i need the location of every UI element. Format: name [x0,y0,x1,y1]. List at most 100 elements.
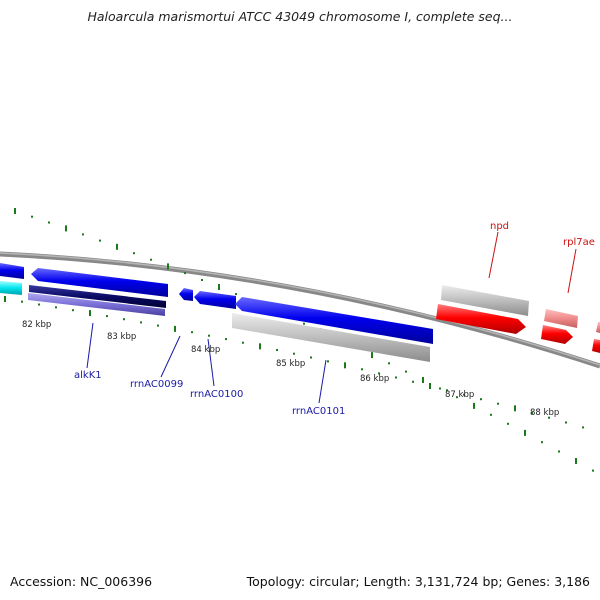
inner-tick-track [4,296,584,429]
minor-tick [456,396,458,399]
feature-cyan[interactable] [0,281,22,295]
feature-pink-rpl7ae[interactable] [544,309,578,328]
tick-label: 83 kbp [107,332,136,342]
minor-tick [191,331,193,334]
minor-tick [201,279,203,281]
genome-info-text: Topology: circular; Length: 3,131,724 bp… [246,574,590,589]
minor-tick [531,412,533,414]
minor-tick [310,356,312,359]
minor-tick [558,450,560,453]
minor-tick [463,393,465,396]
leader-rrnAC0101 [318,359,327,404]
major-tick [371,352,373,359]
minor-tick [82,233,84,236]
gene-arrow-rrnAC0100[interactable] [194,291,236,309]
leader-alkK1 [86,322,94,369]
minor-tick [21,300,23,303]
minor-tick [592,469,594,472]
feature-gray-1[interactable] [232,313,430,362]
minor-tick [446,389,448,392]
gene-label-npd[interactable]: npd [490,221,509,232]
minor-tick [140,321,142,324]
minor-tick [38,303,40,306]
minor-tick [150,258,152,261]
major-tick [422,377,424,383]
minor-tick [72,309,74,312]
minor-tick [106,315,108,318]
minor-tick [497,402,499,405]
major-tick [575,458,577,464]
major-tick [473,402,475,409]
tick-label: 88 kbp [530,408,559,418]
minor-tick [412,380,414,383]
minor-tick [123,318,125,321]
minor-tick [378,372,380,375]
major-tick [259,343,261,350]
major-tick [174,325,176,332]
minor-tick [293,352,295,355]
feature-gray-npd[interactable] [441,285,529,316]
gene-label-rrnAC0100[interactable]: rrnAC0100 [190,389,243,400]
minor-tick [541,441,543,444]
major-tick [524,429,526,436]
minor-tick [157,324,159,327]
tick-label: 85 kbp [276,359,305,369]
gene-label-rpl7ae[interactable]: rpl7ae [563,237,595,248]
minor-tick [55,306,57,309]
map-title: Haloarcula marismortui ATCC 43049 chromo… [87,9,513,24]
gene-arrow-rrnAC0101[interactable] [235,297,433,344]
tick-label: 87 kbp [445,390,474,400]
gene-arrow-rrnAC0099[interactable] [179,288,193,301]
major-tick [4,296,6,302]
minor-tick [184,272,186,275]
accession-text: Accession: NC_006396 [10,574,153,589]
minor-tick [31,215,33,218]
major-tick [14,208,16,214]
genome-backbone-highlight [0,252,600,366]
minor-tick [405,370,407,373]
leader-rpl7ae [567,248,577,294]
tick-label: 86 kbp [360,374,389,384]
feature-lavender[interactable] [28,293,165,316]
leader-rrnAC0099 [160,335,181,378]
minor-tick [133,252,135,255]
feature-navy[interactable] [29,285,166,308]
genome-backbone [0,251,600,369]
major-tick [514,405,516,412]
major-tick [429,383,431,389]
minor-tick [242,341,244,344]
minor-tick [225,338,227,341]
gene-arrow-alkK1-region[interactable] [31,268,168,297]
minor-tick [388,362,390,365]
minor-tick [395,376,397,379]
major-tick [167,263,169,270]
feature-pink-right-edge[interactable] [596,322,600,333]
major-tick [218,284,220,290]
tick-label: 84 kbp [191,345,220,355]
gene-arrow-right-edge[interactable] [592,339,600,353]
minor-tick [490,413,492,416]
gene-label-rrnAC0101[interactable]: rrnAC0101 [292,406,345,417]
gene-label-rrnAC0099[interactable]: rrnAC0099 [130,379,183,390]
minor-tick [439,387,441,390]
gene-arrow-left-edge[interactable] [0,263,24,279]
minor-tick [565,421,567,424]
leader-rrnAC0100 [207,338,215,387]
gene-arrow-npd[interactable] [436,304,526,334]
minor-tick [48,221,50,224]
minor-tick [361,368,363,371]
gene-label-alkK1[interactable]: alkK1 [74,370,102,381]
minor-tick [303,322,305,325]
leader-npd [488,231,499,279]
minor-tick [276,349,278,351]
major-tick [65,225,67,232]
minor-tick [480,398,482,401]
major-tick [344,362,346,369]
gene-arrow-rpl7ae[interactable] [541,325,573,344]
tick-label: 82 kbp [22,320,51,330]
minor-tick [582,426,584,429]
minor-tick [327,360,329,363]
minor-tick [235,293,237,296]
